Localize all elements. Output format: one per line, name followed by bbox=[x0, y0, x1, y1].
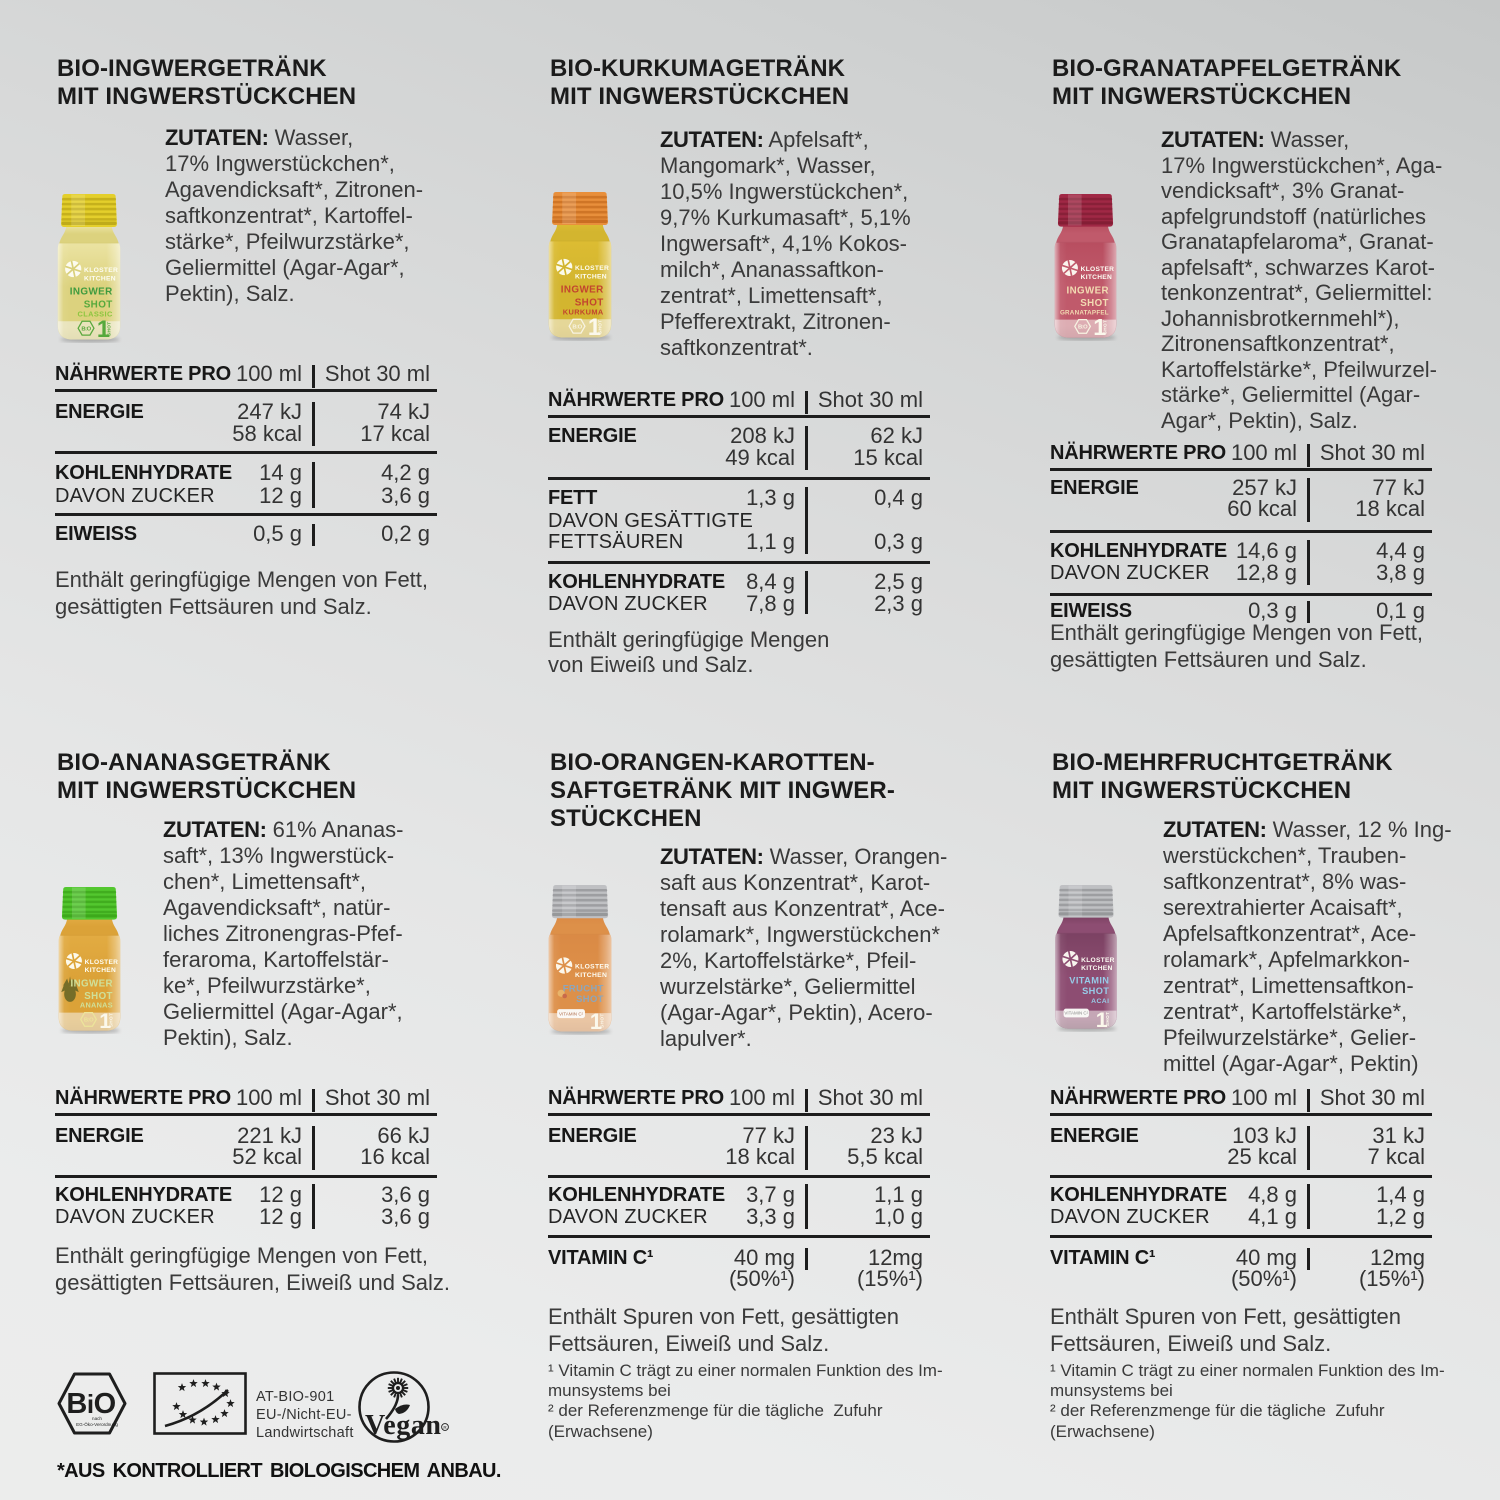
svg-text:KITCHEN: KITCHEN bbox=[84, 275, 116, 282]
svg-text:SHOT: SHOT bbox=[1103, 320, 1108, 335]
svg-text:VITAMIN C¹: VITAMIN C¹ bbox=[559, 1011, 584, 1016]
svg-text:KLOSTER: KLOSTER bbox=[85, 959, 119, 966]
svg-text:BiO: BiO bbox=[66, 1388, 115, 1420]
svg-text:B:O: B:O bbox=[1078, 325, 1088, 331]
svg-text:SHOT: SHOT bbox=[576, 993, 604, 1004]
svg-text:1: 1 bbox=[1096, 1008, 1108, 1032]
svg-text:B:O: B:O bbox=[81, 327, 91, 333]
svg-text:KITCHEN: KITCHEN bbox=[85, 967, 116, 974]
svg-text:SHOT: SHOT bbox=[109, 1013, 114, 1028]
svg-text:INGWER: INGWER bbox=[561, 285, 604, 296]
svg-text:Vegan: Vegan bbox=[365, 1410, 441, 1441]
svg-text:INGWER: INGWER bbox=[71, 978, 113, 989]
svg-text:ACAI: ACAI bbox=[1091, 998, 1109, 1005]
svg-text:1: 1 bbox=[97, 317, 110, 343]
svg-text:1: 1 bbox=[590, 1009, 602, 1034]
svg-text:KITCHEN: KITCHEN bbox=[1081, 274, 1112, 281]
svg-text:SHOT: SHOT bbox=[84, 991, 113, 1002]
svg-text:KURKUMA: KURKUMA bbox=[563, 307, 604, 316]
svg-text:KLOSTER: KLOSTER bbox=[575, 963, 609, 970]
svg-text:FRUCHT: FRUCHT bbox=[563, 982, 604, 993]
svg-text:SHOT: SHOT bbox=[1082, 986, 1109, 996]
svg-text:CLASSIC: CLASSIC bbox=[77, 309, 112, 318]
svg-text:nach: nach bbox=[92, 1416, 102, 1421]
svg-text:B:O: B:O bbox=[572, 325, 582, 331]
svg-text:SHOT: SHOT bbox=[1080, 298, 1109, 309]
svg-text:EG-Öko-Verordnung: EG-Öko-Verordnung bbox=[76, 1421, 118, 1427]
svg-text:B:O: B:O bbox=[84, 1018, 94, 1024]
svg-text:VITAMIN: VITAMIN bbox=[1069, 975, 1109, 985]
svg-text:KITCHEN: KITCHEN bbox=[575, 273, 607, 280]
svg-text:KLOSTER: KLOSTER bbox=[575, 265, 609, 272]
svg-text:SHOT: SHOT bbox=[600, 1013, 606, 1028]
svg-text:KLOSTER: KLOSTER bbox=[1081, 957, 1115, 964]
svg-text:SHOT: SHOT bbox=[1105, 1012, 1110, 1027]
svg-text:R: R bbox=[443, 1425, 447, 1430]
svg-text:INGWER: INGWER bbox=[70, 287, 113, 298]
svg-text:VITAMIN C¹: VITAMIN C¹ bbox=[1064, 1011, 1088, 1016]
svg-text:SHOT: SHOT bbox=[107, 321, 113, 336]
svg-text:SHOT: SHOT bbox=[575, 297, 604, 308]
svg-text:KITCHEN: KITCHEN bbox=[1081, 965, 1112, 972]
svg-text:ANANAS: ANANAS bbox=[80, 1001, 113, 1010]
svg-text:KLOSTER: KLOSTER bbox=[84, 267, 118, 274]
svg-text:SHOT: SHOT bbox=[84, 299, 113, 310]
svg-text:KLOSTER: KLOSTER bbox=[1081, 266, 1115, 273]
svg-text:1: 1 bbox=[1093, 314, 1106, 340]
svg-text:SHOT: SHOT bbox=[598, 319, 604, 334]
svg-text:1: 1 bbox=[588, 315, 601, 341]
svg-text:INGWER: INGWER bbox=[1067, 285, 1109, 296]
svg-text:1: 1 bbox=[99, 1009, 111, 1033]
svg-text:GRANATAPFEL: GRANATAPFEL bbox=[1060, 310, 1109, 317]
svg-text:KITCHEN: KITCHEN bbox=[575, 972, 607, 979]
